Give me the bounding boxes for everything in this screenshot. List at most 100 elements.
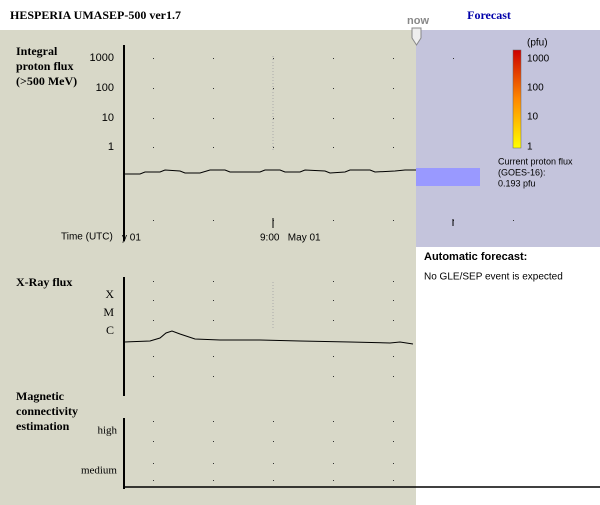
grid-dot — [273, 480, 274, 481]
now-label: now — [407, 15, 429, 27]
current-flux-text: 0.193 pfu — [498, 178, 536, 188]
tick-label: 1000 — [527, 54, 550, 65]
panel-title: estimation — [16, 419, 70, 433]
grid-dot — [393, 480, 394, 481]
tick-label: 10 — [102, 112, 114, 124]
grid-dot — [153, 300, 154, 301]
grid — [153, 58, 514, 481]
grid-dot — [273, 441, 274, 442]
grid-dot — [393, 356, 394, 357]
grid-dot — [333, 118, 334, 119]
grid-dot — [393, 300, 394, 301]
time-label: Time (UTC) — [61, 232, 113, 243]
grid-dot — [153, 480, 154, 481]
grid-dot — [333, 376, 334, 377]
grid-dot — [153, 220, 154, 221]
grid-dot — [393, 220, 394, 221]
tick-label: medium — [81, 465, 117, 477]
x-label: y 01 — [122, 233, 141, 244]
grid-dot — [213, 58, 214, 59]
grid-dot — [273, 147, 274, 148]
grid-dot — [393, 376, 394, 377]
grid-dot — [153, 118, 154, 119]
grid-dot — [333, 88, 334, 89]
current-flux-text: Current proton flux — [498, 156, 573, 166]
forecast-tab[interactable]: Forecast — [467, 8, 511, 22]
grid-dot — [513, 220, 514, 221]
grid-dot — [333, 421, 334, 422]
legend-unit: (pfu) — [527, 38, 548, 49]
tick-label: high — [97, 425, 117, 437]
grid-dot — [153, 88, 154, 89]
grid-dot — [153, 463, 154, 464]
grid-dot — [213, 441, 214, 442]
panel-title: (>500 MeV) — [16, 74, 77, 88]
grid-dot — [333, 220, 334, 221]
grid-dot — [213, 147, 214, 148]
grid-dot — [393, 463, 394, 464]
grid-dot — [333, 281, 334, 282]
tick-label: 1 — [527, 142, 533, 153]
proton-flux-line — [124, 169, 416, 175]
grid-dot — [213, 463, 214, 464]
tick-label: C — [106, 323, 114, 337]
xray-flux-line — [123, 330, 414, 345]
grid-dot — [213, 480, 214, 481]
grid-dot — [213, 356, 214, 357]
app-title: HESPERIA UMASEP-500 ver1.7 — [10, 8, 181, 22]
tick-label: 10 — [527, 112, 539, 123]
forecast-message: No GLE/SEP event is expected — [424, 272, 563, 283]
grid-dot — [273, 421, 274, 422]
grid-dot — [333, 480, 334, 481]
grid-dot — [213, 320, 214, 321]
grid-dot — [213, 88, 214, 89]
tick-label: 100 — [527, 83, 544, 94]
grid-dot — [273, 58, 274, 59]
tick-label: 1 — [108, 141, 114, 153]
tick-label: X — [105, 287, 114, 301]
grid-dot — [393, 441, 394, 442]
grid-dot — [393, 421, 394, 422]
grid-dot — [453, 58, 454, 59]
grid-dot — [213, 300, 214, 301]
forecast-area — [416, 30, 600, 247]
grid-dot — [393, 147, 394, 148]
x-label: 9:00 May 01 — [260, 233, 321, 244]
grid-dot — [213, 118, 214, 119]
grid-dot — [153, 320, 154, 321]
color-bar — [512, 49, 522, 149]
grid-dot — [333, 300, 334, 301]
panel-title: X-Ray flux — [16, 275, 72, 289]
grid-dot — [333, 463, 334, 464]
grid-dot — [153, 281, 154, 282]
tick-label: M — [103, 305, 114, 319]
panel-title: Integral — [16, 44, 58, 58]
grid-dot — [333, 147, 334, 148]
current-flux-bar — [416, 168, 480, 186]
current-flux-text: (GOES-16): — [498, 167, 546, 177]
grid-dot — [213, 421, 214, 422]
grid-dot — [273, 88, 274, 89]
grid-dot — [153, 421, 154, 422]
grid-dot — [213, 376, 214, 377]
grid-dot — [393, 58, 394, 59]
grid-dot — [333, 356, 334, 357]
grid-dot — [393, 118, 394, 119]
grid-dot — [333, 58, 334, 59]
forecast-heading: Automatic forecast: — [424, 251, 527, 263]
grid-dot — [153, 441, 154, 442]
grid-dot — [213, 281, 214, 282]
now-marker — [411, 27, 422, 46]
grid-dot — [153, 376, 154, 377]
grid-dot — [153, 356, 154, 357]
grid-dot — [393, 320, 394, 321]
tick-label: 1000 — [90, 52, 114, 64]
grid-dot — [153, 147, 154, 148]
grid-dot — [273, 118, 274, 119]
grid-dot — [213, 220, 214, 221]
grid-dot — [393, 88, 394, 89]
panel-title: Magnetic — [16, 389, 65, 403]
tick-label: 100 — [96, 82, 114, 94]
grid-dot — [333, 320, 334, 321]
